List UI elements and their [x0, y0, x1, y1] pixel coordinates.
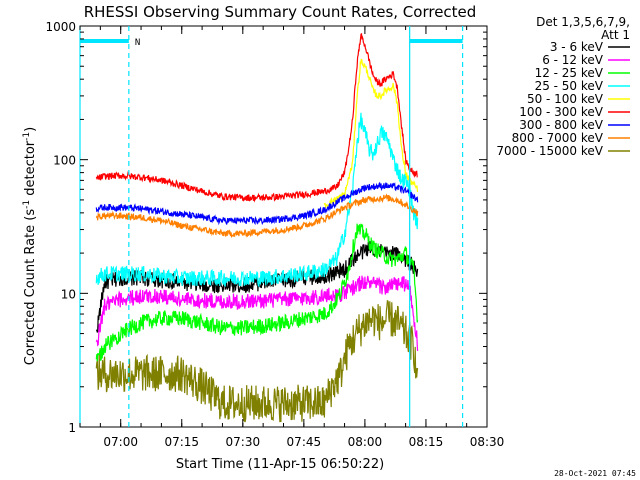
y-tick-label: 10 — [61, 287, 76, 301]
y-axis-label-sup1: -1 — [22, 200, 32, 209]
legend-entry-6: 300 - 800 keV — [519, 118, 603, 132]
x-tick-label: 07:45 — [287, 435, 322, 449]
y-axis-label-sup2: -1 — [22, 132, 32, 141]
legend-entry-7: 800 - 7000 keV — [512, 131, 604, 145]
saa-label: N — [135, 38, 140, 48]
x-tick-label: 08:15 — [409, 435, 444, 449]
y-tick-label: 1 — [68, 421, 76, 435]
y-tick-label: 100 — [53, 154, 76, 168]
x-tick-label: 07:00 — [103, 435, 138, 449]
x-tick-label: 08:00 — [348, 435, 383, 449]
legend-entry-4: 50 - 100 keV — [527, 92, 604, 106]
legend-entry-5: 100 - 300 keV — [519, 105, 603, 119]
legend-header-2: Att 1 — [601, 28, 630, 42]
x-tick-label: 07:15 — [164, 435, 199, 449]
y-axis: 1 10 100 1000 — [45, 20, 487, 435]
y-tick-label: 1000 — [45, 20, 76, 34]
series-line-8 — [95, 299, 419, 423]
x-tick-label: 07:30 — [226, 435, 261, 449]
series-line-2 — [95, 223, 419, 364]
series-line-1 — [95, 275, 419, 351]
series-line-5 — [95, 32, 418, 203]
legend-header-1: Det 1,3,5,6,7,9, — [536, 15, 630, 29]
legend-entry-1: 6 - 12 keV — [542, 53, 604, 67]
series-line-6 — [95, 181, 419, 226]
y-axis-label-main: Corrected Count Rate (s — [23, 209, 38, 366]
series-line-4 — [323, 58, 419, 209]
legend-entry-3: 25 - 50 keV — [535, 79, 604, 93]
legend-entry-8: 7000 - 15000 keV — [496, 144, 603, 158]
chart-title: RHESSI Observing Summary Count Rates, Co… — [84, 3, 477, 21]
legend-entry-0: 3 - 6 keV — [550, 40, 604, 54]
series-layer — [95, 32, 419, 423]
footer-date: 28-Oct-2021 07:45 — [554, 469, 636, 478]
y-axis-label-mid: detector — [23, 140, 38, 200]
x-tick-label: 08:30 — [470, 435, 505, 449]
series-line-7 — [95, 193, 419, 239]
x-axis: 07:00 07:15 07:30 07:45 08:00 08:15 08:30 — [79, 26, 505, 449]
x-axis-label: Start Time (11-Apr-15 06:50:22) — [176, 457, 384, 472]
legend-entry-2: 12 - 25 keV — [535, 66, 604, 80]
y-axis-label-end: ) — [23, 127, 38, 132]
series-line-3 — [95, 112, 419, 288]
marker-layer: N — [79, 26, 464, 427]
y-axis-label: Corrected Count Rate (s-1 detector-1) — [22, 127, 38, 365]
